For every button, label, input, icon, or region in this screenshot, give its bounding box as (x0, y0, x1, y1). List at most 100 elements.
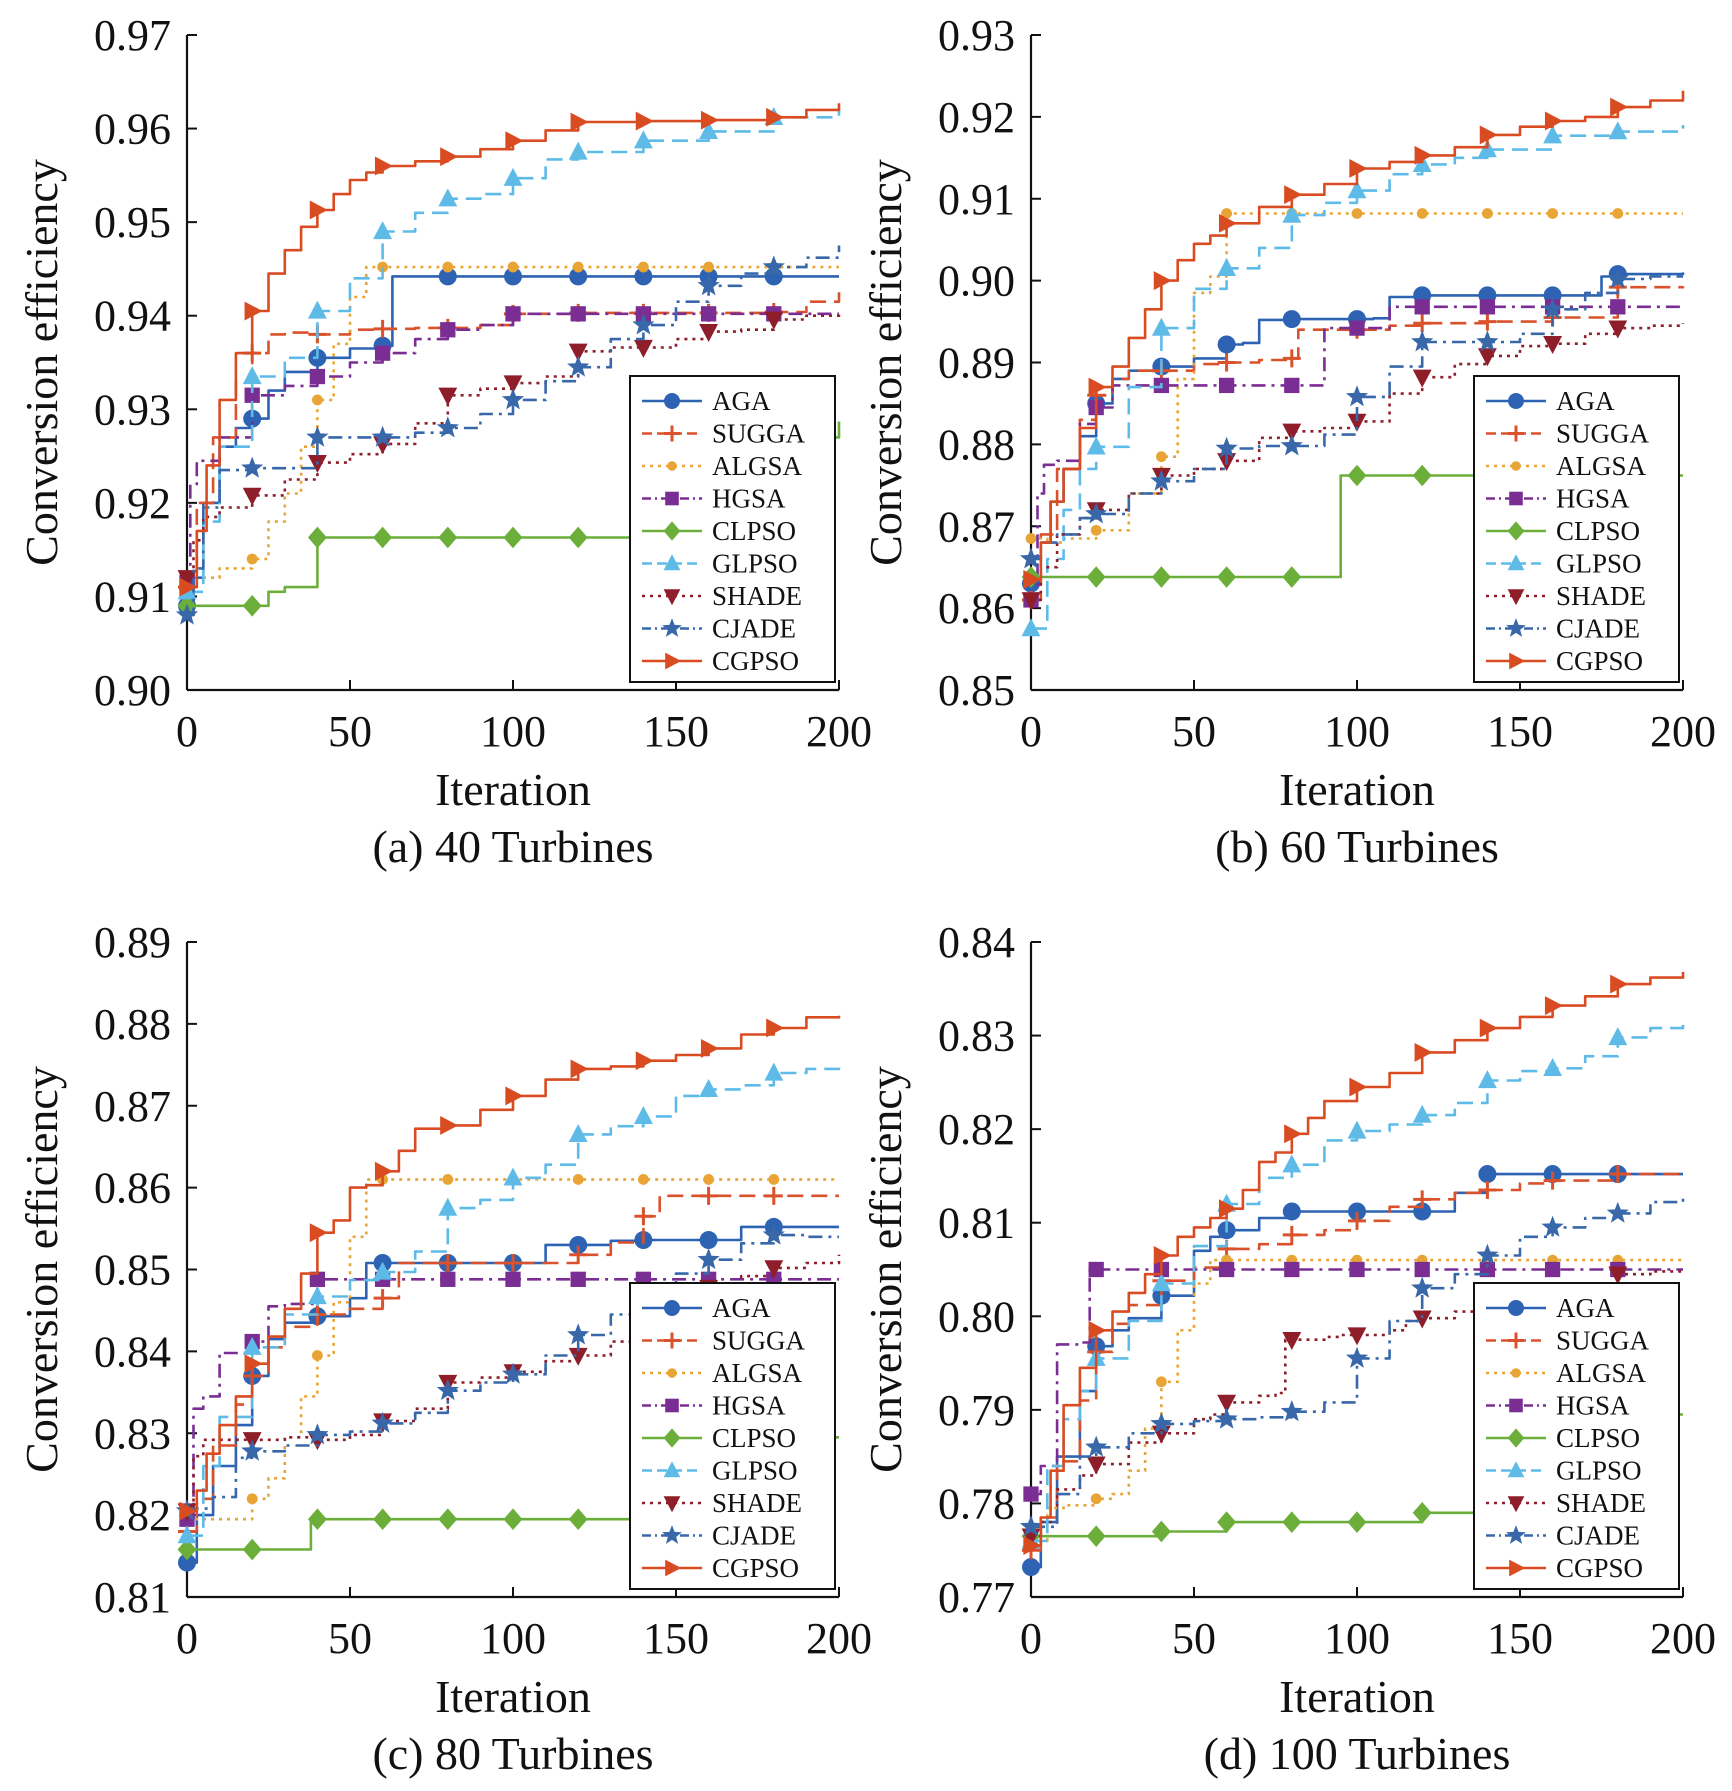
legend-item-hgsa: HGSA (642, 1391, 786, 1421)
legend: AGASUGGAALGSAHGSACLPSOGLPSOSHADECJADECGP… (629, 375, 836, 683)
data-point-marker (1606, 267, 1629, 289)
series-line-glpso (187, 108, 841, 594)
legend-marker (662, 1525, 682, 1544)
data-point-marker (438, 1197, 458, 1216)
data-point-marker (634, 1207, 653, 1226)
data-point-marker (1608, 1165, 1627, 1184)
legend-label: CLPSO (1556, 516, 1640, 546)
data-point-marker (373, 1289, 392, 1308)
y-tick-label: 0.89 (938, 339, 1015, 388)
data-point-marker (1218, 377, 1235, 394)
data-point-marker (1221, 208, 1232, 219)
legend-item-aga: AGA (1486, 1293, 1615, 1323)
legend-item-hgsa: HGSA (1486, 1391, 1630, 1421)
data-point-marker (438, 188, 458, 207)
y-axis-label: Conversion efficiency (860, 1066, 911, 1473)
legend-marker (1511, 461, 1521, 471)
legend-item-glpso: GLPSO (642, 1456, 798, 1486)
data-point-marker (1351, 208, 1363, 219)
data-point-marker (1412, 1104, 1432, 1123)
data-point-marker (1217, 257, 1237, 276)
data-point-marker (1541, 1215, 1564, 1237)
data-point-marker (242, 1538, 262, 1561)
legend-label: CJADE (1556, 1521, 1640, 1551)
data-point-marker (1086, 1456, 1106, 1475)
data-point-marker (374, 1161, 393, 1181)
data-point-marker (307, 526, 327, 549)
data-point-marker (312, 394, 323, 406)
legend-item-cjade: CJADE (1486, 614, 1640, 644)
data-point-marker (1414, 1261, 1430, 1278)
data-point-marker (1151, 1273, 1171, 1292)
data-point-marker (246, 553, 258, 565)
data-point-marker (1282, 423, 1302, 442)
data-point-marker (1217, 353, 1236, 372)
data-point-marker (1348, 1211, 1366, 1230)
data-point-marker (699, 121, 719, 140)
data-point-marker (1151, 566, 1171, 588)
data-point-marker (572, 1174, 584, 1185)
y-tick-label: 0.93 (938, 11, 1015, 60)
x-tick-label: 0 (1020, 707, 1042, 756)
legend-marker (1506, 1525, 1526, 1544)
series-line-cgpso (1031, 90, 1685, 581)
legend-item-glpso: GLPSO (1486, 549, 1642, 579)
data-point-marker (764, 311, 784, 330)
y-tick-label: 0.84 (938, 918, 1015, 967)
data-point-marker (1477, 1070, 1497, 1089)
data-point-marker (638, 261, 649, 273)
data-point-marker (1280, 1400, 1303, 1422)
data-point-marker (309, 200, 328, 220)
data-point-marker (1347, 464, 1367, 487)
data-point-marker (697, 1248, 720, 1270)
data-point-marker (1347, 413, 1367, 432)
legend-marker (663, 554, 681, 571)
data-point-marker (505, 306, 521, 322)
data-point-marker (699, 323, 719, 342)
series-line-hgsa (1031, 305, 1683, 602)
legend-label: ALGSA (1556, 451, 1647, 481)
data-point-marker (501, 1362, 525, 1384)
data-point-marker (436, 416, 459, 438)
legend-item-cjade: CJADE (1486, 1521, 1640, 1551)
y-tick-label: 0.78 (938, 1479, 1015, 1528)
data-point-marker (1411, 330, 1434, 352)
data-point-marker (307, 1508, 327, 1531)
legend-label: CGPSO (712, 646, 799, 676)
legend-label: HGSA (1556, 1391, 1630, 1421)
data-point-marker (377, 261, 388, 273)
data-point-marker (700, 110, 719, 130)
legend-label: AGA (712, 386, 771, 416)
data-point-marker (632, 313, 655, 335)
data-point-marker (177, 1525, 197, 1544)
data-point-marker (572, 261, 584, 273)
legend-item-hgsa: HGSA (642, 484, 786, 514)
x-tick-label: 50 (1172, 1614, 1216, 1663)
panel-caption: (d) 100 Turbines (1204, 1728, 1511, 1779)
legend-label: HGSA (712, 484, 786, 514)
y-tick-label: 0.86 (938, 584, 1015, 633)
y-tick-label: 0.77 (938, 1573, 1015, 1622)
data-point-marker (567, 355, 590, 377)
legend-item-clpso: CLPSO (1486, 1423, 1640, 1453)
legend-item-cgpso: CGPSO (1486, 1553, 1643, 1583)
legend-item-algsa: ALGSA (642, 1358, 803, 1388)
series-cgpso (179, 103, 841, 597)
data-point-marker (700, 306, 717, 322)
data-point-marker (1544, 111, 1563, 131)
data-point-marker (1478, 1165, 1497, 1184)
data-point-marker (633, 130, 653, 149)
y-axis-label: Conversion efficiency (860, 159, 911, 566)
data-point-marker (1349, 320, 1365, 336)
data-point-marker (1021, 618, 1041, 637)
data-point-marker (1543, 125, 1563, 144)
data-point-marker (1019, 1515, 1043, 1537)
y-tick-label: 0.88 (94, 1000, 171, 1049)
legend-item-clpso: CLPSO (642, 516, 796, 546)
data-point-marker (1543, 1057, 1563, 1076)
y-tick-label: 0.82 (938, 1105, 1015, 1154)
data-point-marker (1478, 1180, 1497, 1199)
data-point-marker (768, 1174, 780, 1185)
data-point-marker (1217, 335, 1236, 354)
